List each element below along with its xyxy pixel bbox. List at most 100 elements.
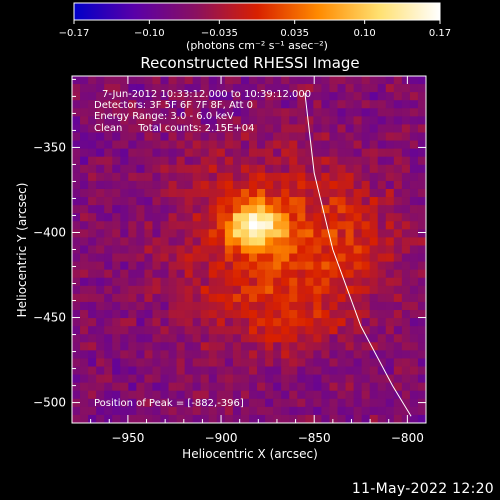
heatmap-cell — [289, 116, 298, 126]
heatmap-cell — [313, 277, 323, 287]
heatmap-cell — [409, 414, 419, 423]
heatmap-cell — [112, 406, 121, 416]
heatmap-cell — [128, 285, 137, 295]
heatmap-cell — [120, 245, 129, 255]
heatmap-cell — [112, 148, 121, 158]
heatmap-cell — [112, 285, 121, 295]
heatmap-cell — [96, 366, 105, 376]
heatmap-cell — [72, 414, 81, 423]
heatmap-cell — [120, 213, 129, 222]
heatmap-cell — [192, 164, 202, 174]
heatmap-cell — [72, 140, 81, 150]
heatmap-cell — [377, 188, 387, 198]
heatmap-cell — [353, 188, 363, 198]
heatmap-cell — [265, 205, 274, 214]
heatmap-cell — [313, 334, 323, 343]
heatmap-cell — [104, 164, 113, 174]
heatmap-cell — [112, 124, 121, 134]
heatmap-cell — [96, 245, 105, 255]
heatmap-cell — [176, 116, 186, 126]
heatmap-cell — [88, 116, 97, 126]
heatmap-cell — [104, 124, 113, 134]
heatmap-cell — [112, 213, 121, 222]
heatmap-cell — [144, 358, 154, 368]
heatmap-cell — [168, 76, 178, 85]
heatmap-cell — [281, 197, 290, 206]
heatmap-cell — [337, 229, 347, 238]
heatmap-cell — [273, 245, 282, 255]
heatmap-cell — [337, 156, 347, 166]
heatmap-cell — [184, 213, 194, 222]
heatmap-cell — [401, 237, 411, 247]
heatmap-cell — [128, 188, 137, 198]
heatmap-cell — [313, 406, 323, 416]
colorbar-tick-label: 0.10 — [354, 28, 376, 39]
heatmap-cell — [345, 116, 355, 126]
heatmap-cell — [353, 390, 363, 400]
heatmap-cell — [305, 92, 314, 101]
heatmap-cell — [417, 164, 426, 174]
heatmap-cell — [144, 245, 154, 255]
heatmap-cell — [313, 188, 323, 198]
heatmap-cell — [313, 148, 323, 158]
heatmap-cell — [184, 172, 194, 182]
heatmap-cell — [128, 406, 137, 416]
heatmap-cell — [112, 301, 121, 311]
heatmap-cell — [112, 366, 121, 376]
heatmap-cell — [184, 92, 194, 101]
colorbar-tick-label: 0.17 — [429, 28, 451, 39]
heatmap-cell — [112, 398, 121, 408]
heatmap-cell — [297, 188, 306, 198]
heatmap-cell — [361, 205, 371, 214]
heatmap-cell — [289, 318, 298, 327]
heatmap-cell — [305, 245, 314, 255]
heatmap-cell — [417, 342, 426, 351]
heatmap-cell — [265, 277, 274, 287]
heatmap-cell — [305, 374, 314, 384]
heatmap-cell — [192, 277, 202, 287]
heatmap-cell — [353, 277, 363, 287]
heatmap-cell — [184, 334, 194, 343]
heatmap-cell — [192, 221, 202, 230]
heatmap-cell — [313, 390, 323, 400]
heatmap-cell — [321, 374, 331, 384]
heatmap-cell — [216, 301, 226, 311]
heatmap-cell — [345, 156, 355, 166]
heatmap-cell — [192, 229, 202, 238]
heatmap-cell — [152, 261, 162, 271]
heatmap-cell — [329, 172, 339, 182]
heatmap-cell — [112, 140, 121, 150]
heatmap-cell — [144, 100, 154, 109]
heatmap-cell — [361, 326, 371, 335]
heatmap-cell — [257, 245, 266, 255]
heatmap-cell — [297, 84, 306, 93]
heatmap-cell — [224, 293, 234, 303]
heatmap-cell — [72, 301, 81, 311]
heatmap-cell — [321, 197, 331, 206]
heatmap-cell — [192, 269, 202, 279]
heatmap-cell — [104, 253, 113, 263]
heatmap-cell — [232, 188, 242, 198]
heatmap-cell — [152, 197, 162, 206]
heatmap-cell — [409, 156, 419, 166]
heatmap-cell — [393, 140, 403, 150]
heatmap-cell — [240, 285, 250, 295]
heatmap-cell — [417, 406, 426, 416]
heatmap-cell — [409, 358, 419, 368]
heatmap-cell — [120, 414, 129, 423]
heatmap-cell — [273, 164, 282, 174]
heatmap-cell — [88, 253, 97, 263]
heatmap-cell — [72, 285, 81, 295]
heatmap-cell — [120, 366, 129, 376]
heatmap-cell — [136, 100, 146, 109]
heatmap-cell — [136, 261, 146, 271]
heatmap-cell — [321, 285, 331, 295]
y-axis-label: Heliocentric Y (arcsec) — [15, 183, 29, 318]
heatmap-cell — [369, 108, 379, 117]
heatmap-cell — [377, 253, 387, 263]
heatmap-cell — [152, 124, 162, 134]
heatmap-cell — [112, 374, 121, 384]
heatmap-cell — [249, 221, 258, 230]
heatmap-cell — [369, 205, 379, 214]
solar-limb-line — [304, 92, 412, 417]
